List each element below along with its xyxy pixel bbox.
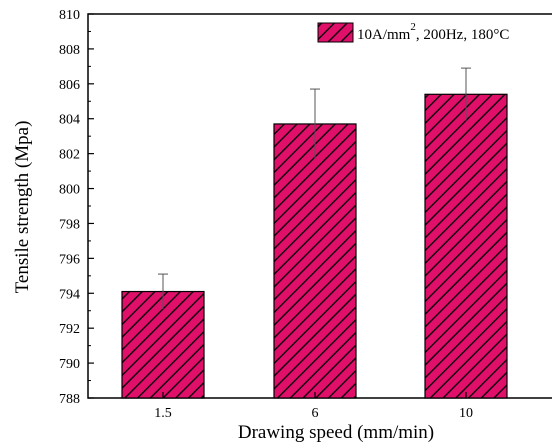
y-axis-title: Tensile strength (Mpa) [12, 121, 33, 294]
y-tick-label: 796 [59, 252, 80, 267]
x-tick-label: 10 [459, 406, 473, 421]
bar [273, 123, 357, 399]
x-axis-title: Drawing speed (mm/min) [238, 422, 434, 443]
y-tick-label: 810 [59, 8, 80, 23]
y-tick-label: 792 [59, 322, 80, 337]
y-tick-label: 788 [59, 392, 80, 407]
legend-swatch [317, 22, 354, 43]
x-tick-label: 1.5 [154, 406, 172, 421]
y-tick-label: 806 [59, 78, 80, 93]
legend-label: 10A/mm2, 200Hz, 180°C [357, 21, 509, 43]
y-tick-label: 802 [59, 148, 80, 163]
y-tick-label: 798 [59, 217, 80, 232]
x-tick-label: 6 [312, 406, 319, 421]
y-axis: 788 790 792 794 796 798 800 802 804 806 808 810 [59, 8, 94, 407]
y-tick-label: 800 [59, 183, 80, 198]
x-axis: 1.5 6 10 [154, 392, 473, 421]
y-tick-label: 794 [59, 287, 80, 302]
error-bars-group [158, 67, 471, 309]
bar [424, 93, 508, 399]
y-tick-label: 790 [59, 357, 80, 372]
legend: 10A/mm2, 200Hz, 180°C [317, 21, 509, 43]
y-tick-label: 804 [59, 113, 80, 128]
y-tick-label: 808 [59, 43, 80, 58]
